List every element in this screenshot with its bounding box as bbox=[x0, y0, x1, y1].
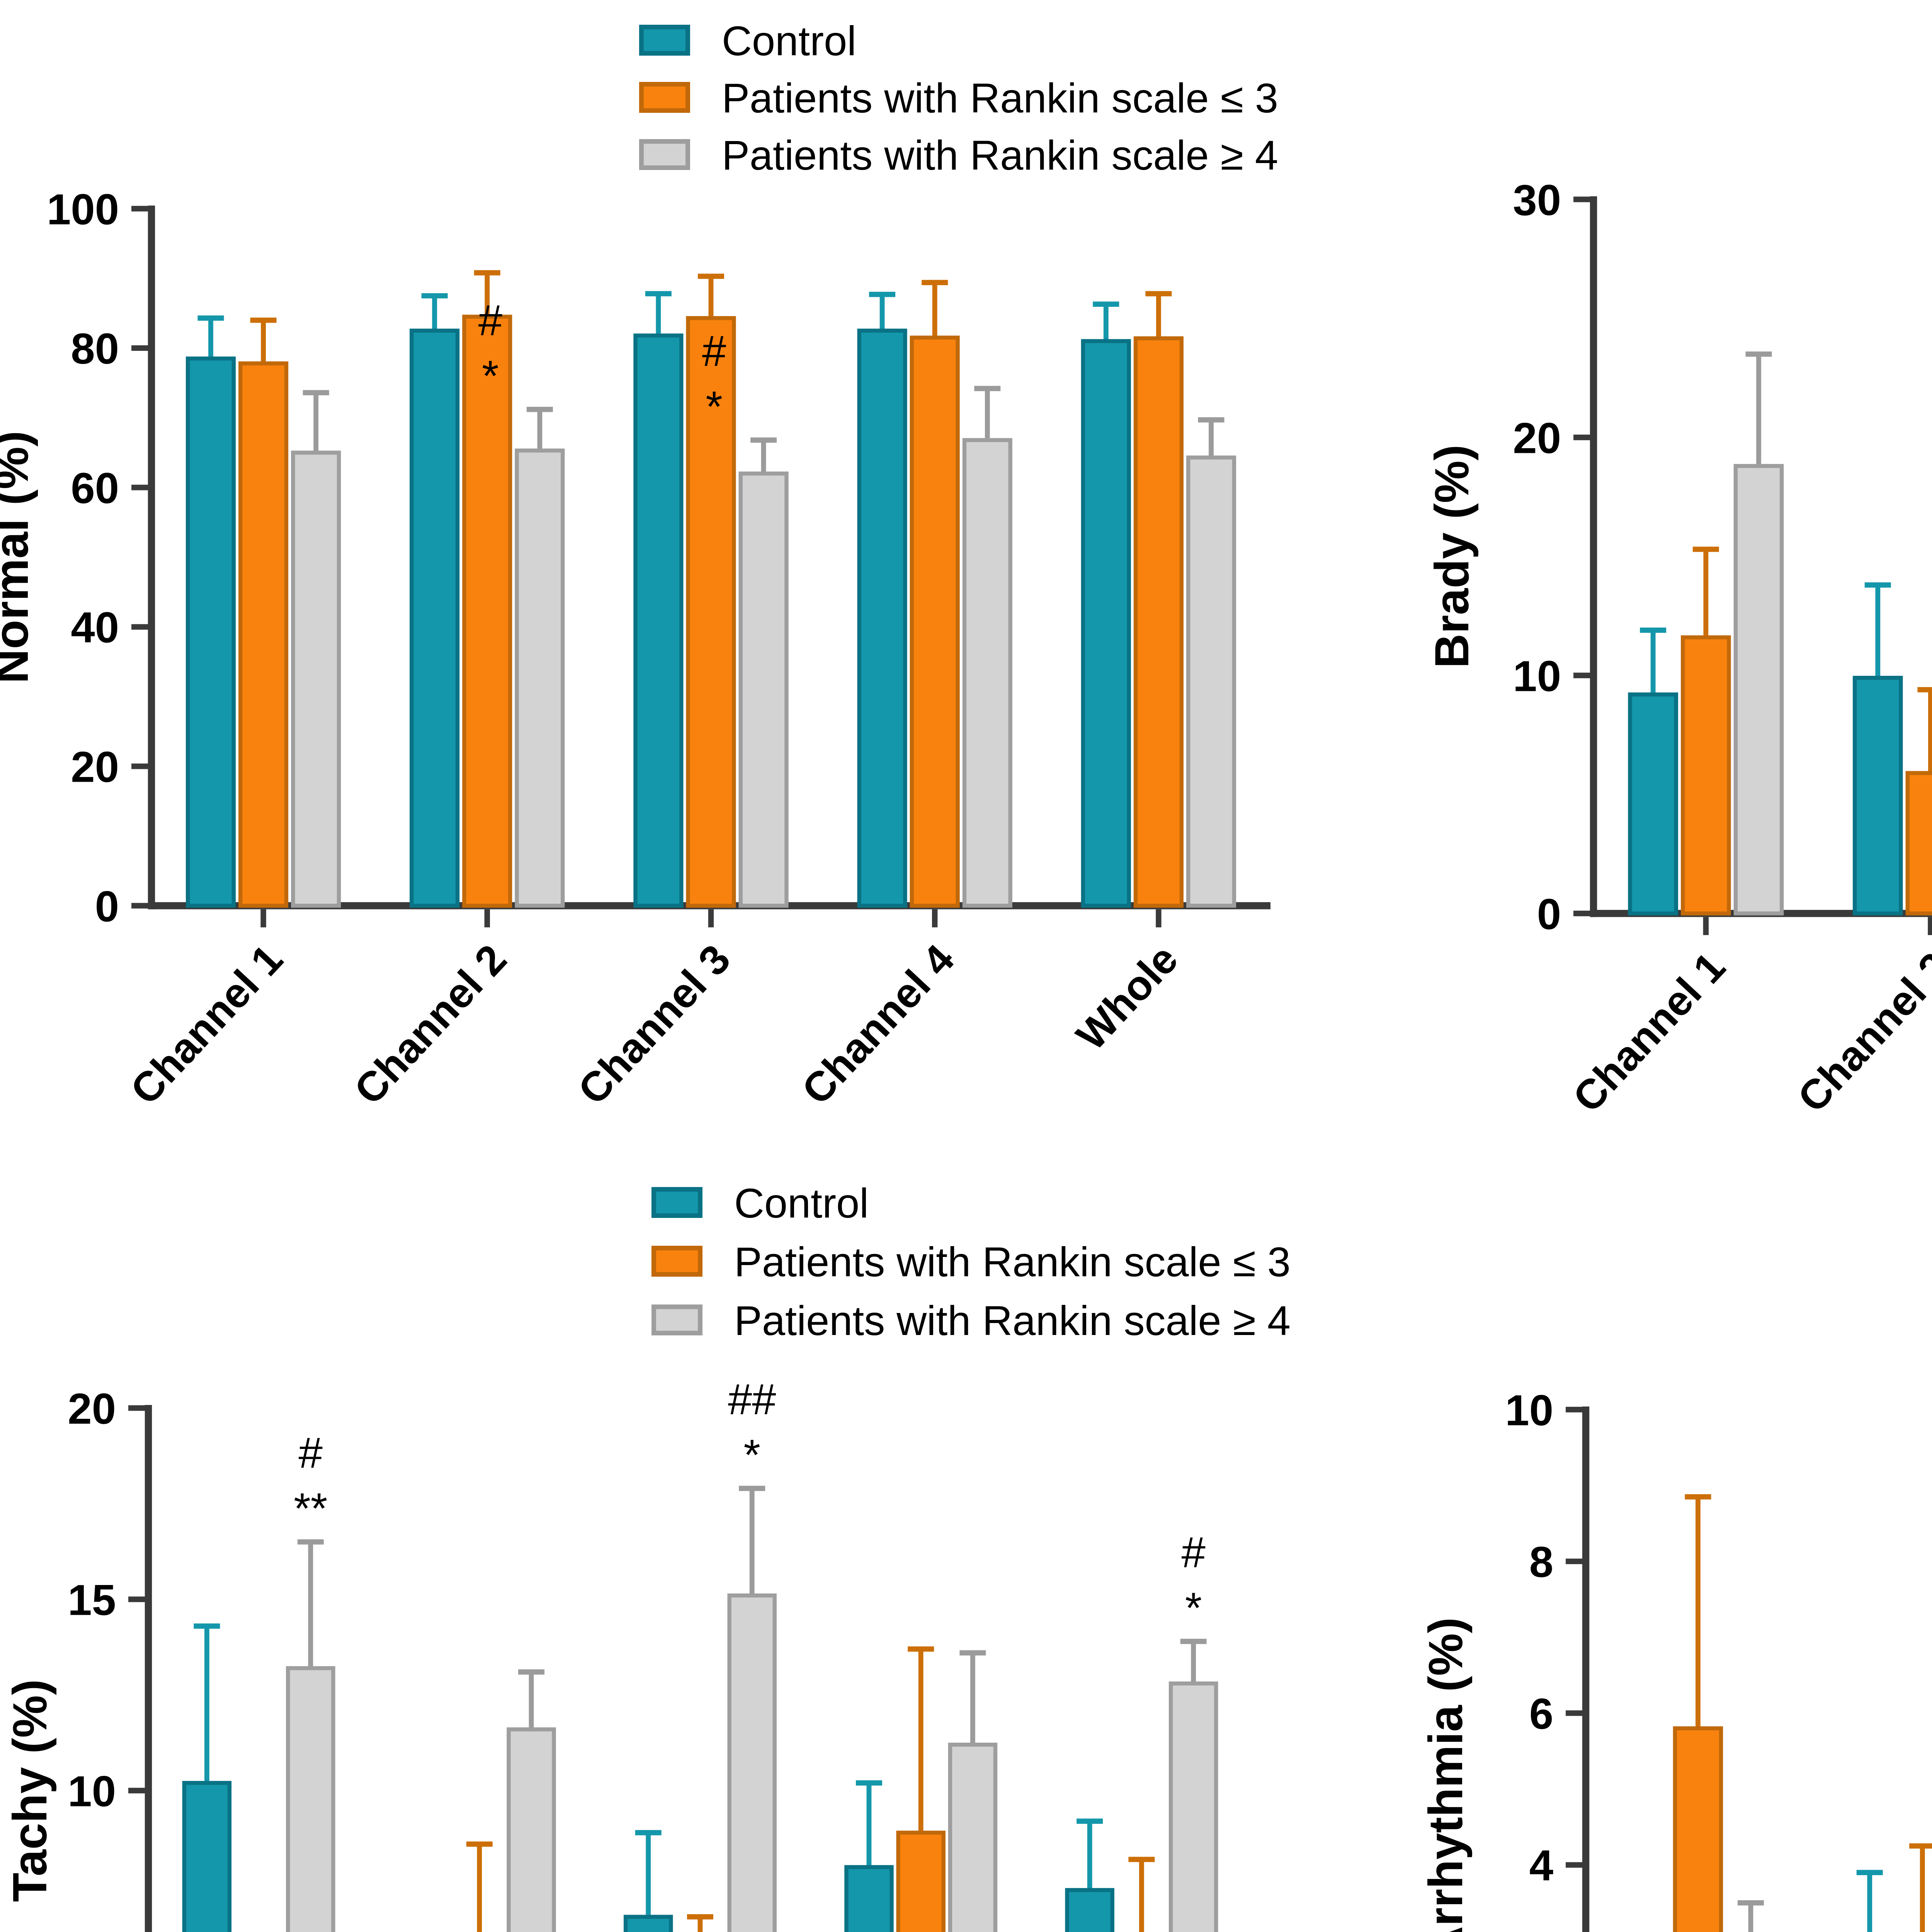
legend-swatch-1 bbox=[651, 1246, 702, 1277]
legend-label-1: Patients with Rankin scale ≤ 3 bbox=[734, 1238, 1291, 1285]
bar-s0-c0 bbox=[1628, 692, 1678, 916]
y-tick-label: 100 bbox=[47, 185, 119, 233]
x-tick-label: Whole bbox=[1067, 935, 1187, 1059]
legend-swatch-2 bbox=[651, 1304, 702, 1335]
sig-hash: # bbox=[299, 1429, 323, 1477]
y-axis-title: Brady (%) bbox=[1425, 445, 1479, 668]
y-tick-label: 4 bbox=[1529, 1842, 1553, 1890]
bar-s1-c0 bbox=[238, 361, 289, 908]
x-tick-label: Channel 1 bbox=[121, 935, 291, 1113]
sig-star: * bbox=[1185, 1584, 1202, 1632]
bar-s2-c4 bbox=[1186, 455, 1236, 908]
y-tick-label: 60 bbox=[71, 464, 119, 512]
chart-tachy-: Control Patients with Rankin scale ≤ 3 Pat… bbox=[3, 1180, 1291, 1932]
sig-hash: # bbox=[478, 296, 502, 345]
bar-s0-c2 bbox=[633, 333, 684, 908]
bar-s2-c2 bbox=[727, 1593, 777, 1932]
y-tick-label: 6 bbox=[1529, 1690, 1553, 1738]
y-axis-title: Tachy (%) bbox=[3, 1679, 57, 1902]
bar-s0-c3 bbox=[857, 328, 907, 908]
bar-s1-c3 bbox=[910, 335, 960, 908]
sig-hash: # bbox=[1181, 1528, 1205, 1577]
x-tick-label: Channel 2 bbox=[345, 935, 515, 1113]
legend-swatch-2 bbox=[639, 139, 690, 170]
bar-s2-c1 bbox=[515, 448, 565, 908]
bar-s2-c3 bbox=[962, 438, 1012, 908]
bar-s0-c0 bbox=[185, 356, 236, 908]
y-tick-label: 40 bbox=[71, 604, 119, 652]
y-axis-title: Normal (%) bbox=[0, 431, 38, 684]
bar-s2-c3 bbox=[948, 1742, 998, 1932]
bar-s0-c2 bbox=[624, 1915, 673, 1932]
y-tick-label: 20 bbox=[68, 1384, 116, 1433]
legend-label-2: Patients with Rankin scale ≥ 4 bbox=[734, 1297, 1291, 1344]
bar-s2-c0 bbox=[286, 1666, 335, 1932]
y-tick-label: 0 bbox=[1537, 890, 1561, 938]
panel-tachy: Control Patients with Rankin scale ≤ 3 Pat… bbox=[0, 1180, 1369, 1932]
bar-s0-c4 bbox=[1065, 1888, 1114, 1932]
bar-s1-c0 bbox=[1673, 1726, 1723, 1932]
x-tick-label: Channel 2 bbox=[1789, 943, 1932, 1121]
y-tick-label: 20 bbox=[71, 743, 119, 791]
x-tick-label: Channel 1 bbox=[1564, 943, 1734, 1121]
sig-star: * bbox=[482, 352, 499, 400]
sig-hash: # bbox=[702, 327, 726, 375]
sig-star: ** bbox=[294, 1485, 327, 1533]
legend-label-0: Control bbox=[722, 17, 856, 64]
bar-s0-c1 bbox=[1852, 675, 1903, 916]
bar-s2-c0 bbox=[291, 451, 341, 908]
y-tick-label: 10 bbox=[1513, 652, 1561, 700]
bar-s1-c2 bbox=[686, 316, 736, 908]
y-tick-label: 15 bbox=[68, 1576, 116, 1624]
y-tick-label: 0 bbox=[95, 882, 119, 930]
y-tick-label: 10 bbox=[1505, 1386, 1553, 1434]
y-tick-label: 20 bbox=[1513, 414, 1561, 462]
bar-s2-c1 bbox=[507, 1727, 556, 1932]
y-axis-title: Arrhythmia (%) bbox=[1419, 1617, 1473, 1932]
bar-s0-c3 bbox=[844, 1865, 894, 1932]
bar-s2-c4 bbox=[1168, 1681, 1218, 1932]
bar-s1-c1 bbox=[1905, 771, 1932, 916]
sig-star: * bbox=[743, 1431, 760, 1479]
bar-s1-c1 bbox=[462, 315, 512, 908]
y-tick-label: 8 bbox=[1529, 1538, 1553, 1586]
legend-swatch-1 bbox=[639, 82, 690, 113]
bar-s0-c4 bbox=[1081, 339, 1131, 908]
bar-s0-c1 bbox=[410, 328, 460, 908]
bar-s2-c2 bbox=[738, 471, 789, 908]
sig-star: * bbox=[706, 383, 723, 431]
legend-swatch-0 bbox=[639, 25, 690, 56]
panel-normal: Control Patients with Rankin scale ≤ 3 Pat… bbox=[0, 0, 1369, 1184]
y-tick-label: 10 bbox=[68, 1767, 116, 1815]
x-tick-label: Channel 4 bbox=[793, 935, 963, 1113]
y-tick-label: 30 bbox=[1513, 176, 1561, 224]
bar-s1-c3 bbox=[896, 1830, 946, 1932]
sig-hash: ## bbox=[728, 1375, 776, 1423]
legend-label-2: Patients with Rankin scale ≥ 4 bbox=[722, 132, 1278, 179]
bar-s1-c0 bbox=[1680, 635, 1731, 916]
legend-swatch-0 bbox=[651, 1187, 702, 1218]
bar-s0-c0 bbox=[182, 1781, 232, 1932]
bar-s2-c0 bbox=[1733, 464, 1784, 916]
x-tick-label: Channel 3 bbox=[569, 935, 739, 1113]
legend-label-1: Patients with Rankin scale ≤ 3 bbox=[722, 75, 1278, 121]
chart-normal-: Control Patients with Rankin scale ≤ 3 Pat… bbox=[0, 17, 1278, 1113]
y-tick-label: 80 bbox=[71, 325, 119, 373]
bar-s1-c4 bbox=[1133, 336, 1184, 908]
legend-label-0: Control bbox=[734, 1180, 869, 1226]
